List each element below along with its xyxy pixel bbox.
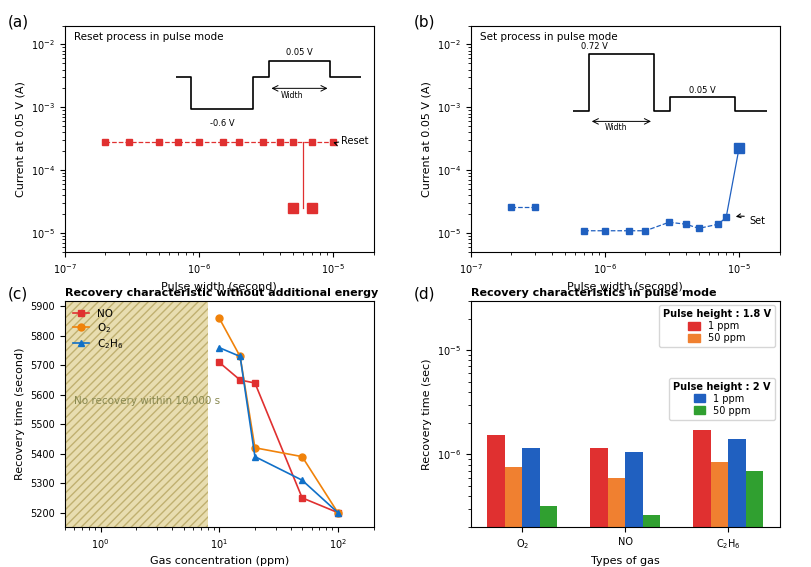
X-axis label: Pulse width (second): Pulse width (second) [161,281,277,291]
C$_2$H$_6$ [235,353,245,360]
X-axis label: Types of gas: Types of gas [590,556,659,566]
Bar [539,506,556,567]
C$_2$H$_6$ [297,477,307,484]
Bar [607,477,624,567]
Line: C$_2$H$_6$: C$_2$H$_6$ [216,344,341,516]
O$_2$ [250,445,260,451]
Text: (d): (d) [414,286,435,301]
O$_2$ [214,315,224,321]
Text: No recovery within 10,000 s: No recovery within 10,000 s [75,396,221,405]
Bar [642,515,659,567]
Y-axis label: Current at 0.05 V (A): Current at 0.05 V (A) [15,81,25,197]
Text: (b): (b) [414,14,435,29]
X-axis label: Pulse width (second): Pulse width (second) [567,281,682,291]
Text: Set: Set [736,214,765,226]
NO [333,509,342,516]
Bar [590,448,607,567]
Text: Recovery characteristic without additional energy: Recovery characteristic without addition… [65,289,378,298]
Bar [521,448,539,567]
Bar [744,471,762,567]
Y-axis label: Current at 0.05 V (A): Current at 0.05 V (A) [421,81,431,197]
Bar [693,430,710,567]
Line: O$_2$: O$_2$ [216,315,341,516]
Line: NO: NO [216,359,341,516]
NO [250,379,260,386]
Text: Recovery characteristics in pulse mode: Recovery characteristics in pulse mode [470,289,715,298]
Legend: NO, O$_2$, C$_2$H$_6$: NO, O$_2$, C$_2$H$_6$ [70,306,127,354]
Bar [710,462,727,567]
Bar [727,439,744,567]
Y-axis label: Recovery time (sec): Recovery time (sec) [421,358,431,469]
Text: Reset process in pulse mode: Reset process in pulse mode [74,32,224,43]
Y-axis label: Recovery time (second): Recovery time (second) [15,348,25,480]
C$_2$H$_6$ [250,453,260,460]
O$_2$ [333,509,342,516]
Text: (a): (a) [8,14,29,29]
X-axis label: Gas concentration (ppm): Gas concentration (ppm) [149,556,289,566]
NO [214,359,224,366]
C$_2$H$_6$ [214,344,224,351]
Bar [487,435,504,567]
Legend: 1 ppm, 50 ppm: 1 ppm, 50 ppm [668,378,774,420]
O$_2$ [235,353,245,360]
Text: Reset: Reset [334,136,368,146]
Text: Set process in pulse mode: Set process in pulse mode [479,32,617,43]
NO [297,494,307,501]
Bar [65,301,208,527]
NO [235,376,245,383]
C$_2$H$_6$ [333,509,342,516]
O$_2$ [297,453,307,460]
Text: (c): (c) [8,286,28,301]
Bar [624,452,642,567]
Bar [504,467,521,567]
